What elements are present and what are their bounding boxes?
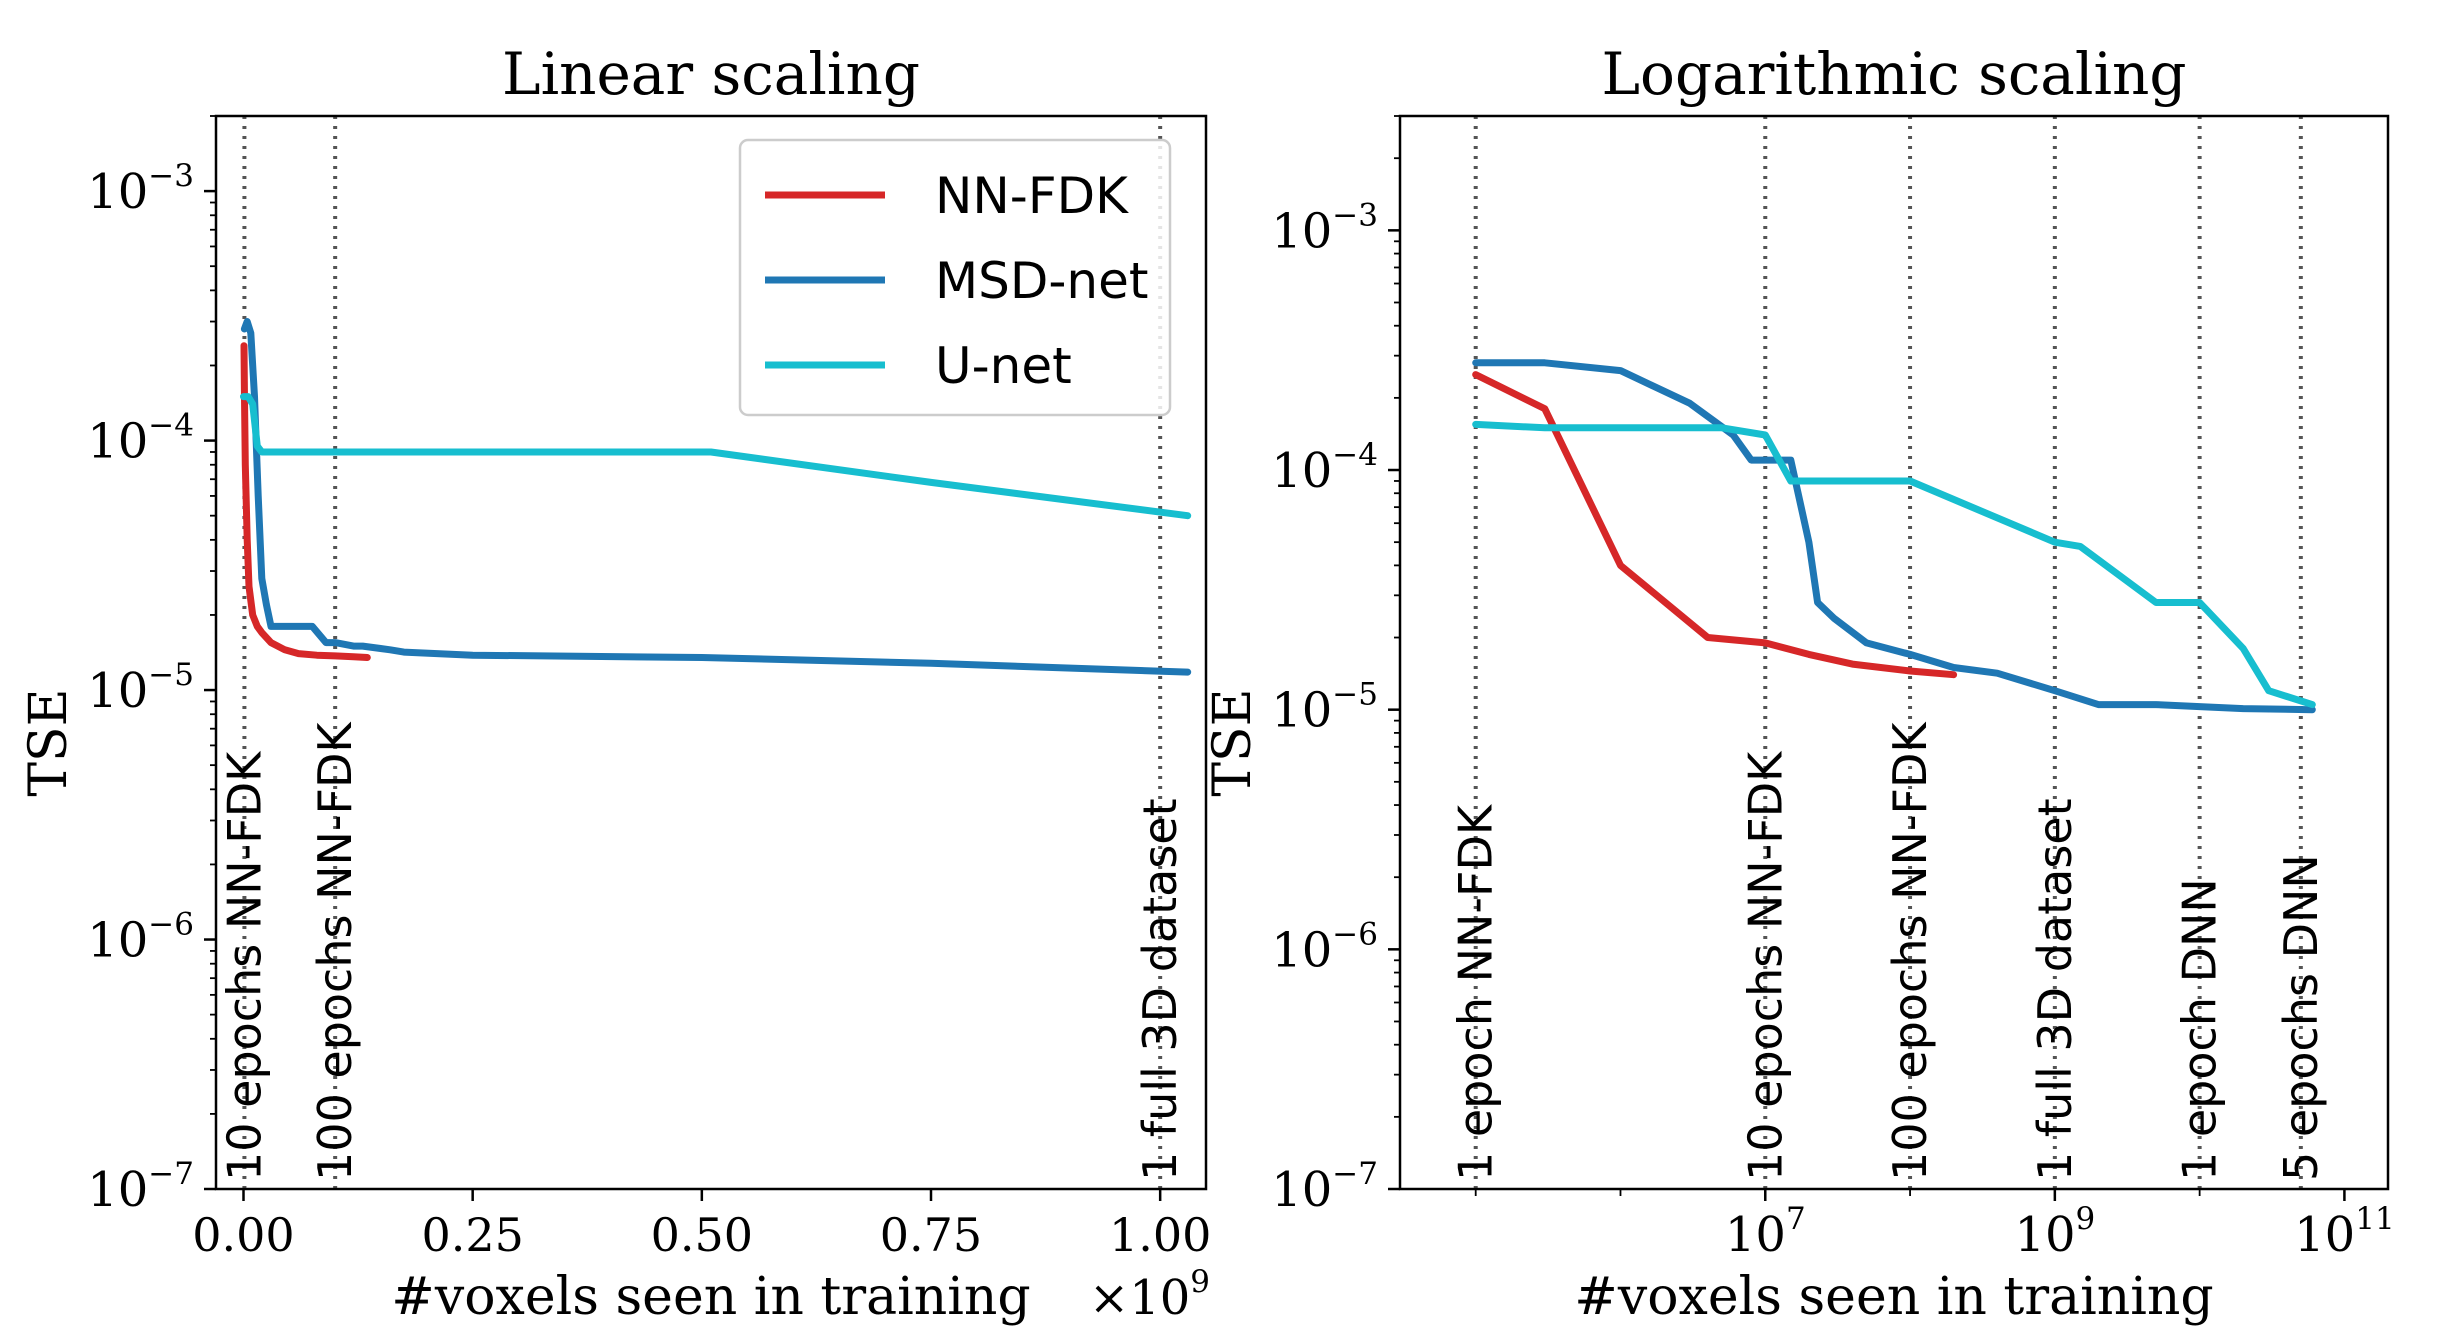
y-tick-label: 10−5 xyxy=(87,657,194,719)
legend: NN-FDK MSD-net U-net xyxy=(738,138,1172,417)
y-tick-label: 10−6 xyxy=(87,907,194,969)
reference-line-label: 10 epochs NN-FDK xyxy=(217,750,271,1181)
chart-title: Linear scaling xyxy=(502,40,920,108)
plot-frame xyxy=(214,114,1208,1191)
x-tick-label: 0.00 xyxy=(192,1208,294,1262)
reference-line-label: 1 full 3D dataset xyxy=(2028,798,2082,1181)
x-tick-label: 0.75 xyxy=(880,1208,982,1262)
y-tick-label: 10−3 xyxy=(87,158,194,220)
plot-frame xyxy=(1398,114,2390,1191)
legend-box xyxy=(738,138,1172,417)
y-tick-label: 10−3 xyxy=(1271,197,1378,259)
y-tick-label: 10−5 xyxy=(1271,677,1378,739)
series-line-u-net xyxy=(1472,420,2316,709)
series-line-nn-fdk xyxy=(240,342,371,661)
chart-panel-1: 10 epochs NN-FDK 100 epochs NN-FDK 1 full … xyxy=(19,40,1211,1327)
chart-panel-2: 1 epoch NN-FDK 10 epochs NN-FDK 100 epochs… xyxy=(1203,40,2395,1327)
y-tick-label: 10−4 xyxy=(1271,437,1378,499)
series-line-nn-fdk xyxy=(1472,371,1958,679)
x-tick-label: 1.00 xyxy=(1109,1208,1211,1262)
chart-title: Logarithmic scaling xyxy=(1602,40,2187,108)
series-line-msd-net xyxy=(1472,359,2316,714)
reference-line-label: 1 epoch DNN xyxy=(2173,878,2227,1181)
y-tick-label: 10−7 xyxy=(87,1156,194,1218)
reference-line-label: 100 epochs NN-FDK xyxy=(308,721,362,1181)
reference-line-label: 1 epoch NN-FDK xyxy=(1449,803,1503,1181)
x-tick-label: 109 xyxy=(2014,1201,2095,1263)
reference-line-label: 5 epochs DNN xyxy=(2274,854,2328,1181)
legend-entry-label: U-net xyxy=(935,337,1072,395)
x-tick-label: 0.50 xyxy=(651,1208,753,1262)
x-multiplier-label: ×109 xyxy=(1089,1264,1210,1326)
legend-entry-label: MSD-net xyxy=(935,252,1148,310)
x-tick-label: 1011 xyxy=(2294,1201,2395,1263)
reference-line-label: 1 full 3D dataset xyxy=(1133,798,1187,1181)
series-line-u-net xyxy=(240,393,1192,520)
y-axis-label: TSE xyxy=(1203,688,1263,796)
y-tick-label: 10−6 xyxy=(1271,916,1378,978)
y-tick-label: 10−4 xyxy=(87,408,194,470)
x-tick-label: 0.25 xyxy=(421,1208,523,1262)
y-axis-label: TSE xyxy=(19,688,79,796)
y-tick-label: 10−7 xyxy=(1271,1156,1378,1218)
x-axis-label: #voxels seen in training xyxy=(1574,1267,2213,1327)
legend-entry-label: NN-FDK xyxy=(935,167,1129,225)
reference-line-label: 10 epochs NN-FDK xyxy=(1738,750,1792,1181)
x-axis-label: #voxels seen in training xyxy=(391,1267,1030,1327)
reference-line-label: 100 epochs NN-FDK xyxy=(1883,721,1937,1181)
x-tick-label: 107 xyxy=(1725,1201,1806,1263)
